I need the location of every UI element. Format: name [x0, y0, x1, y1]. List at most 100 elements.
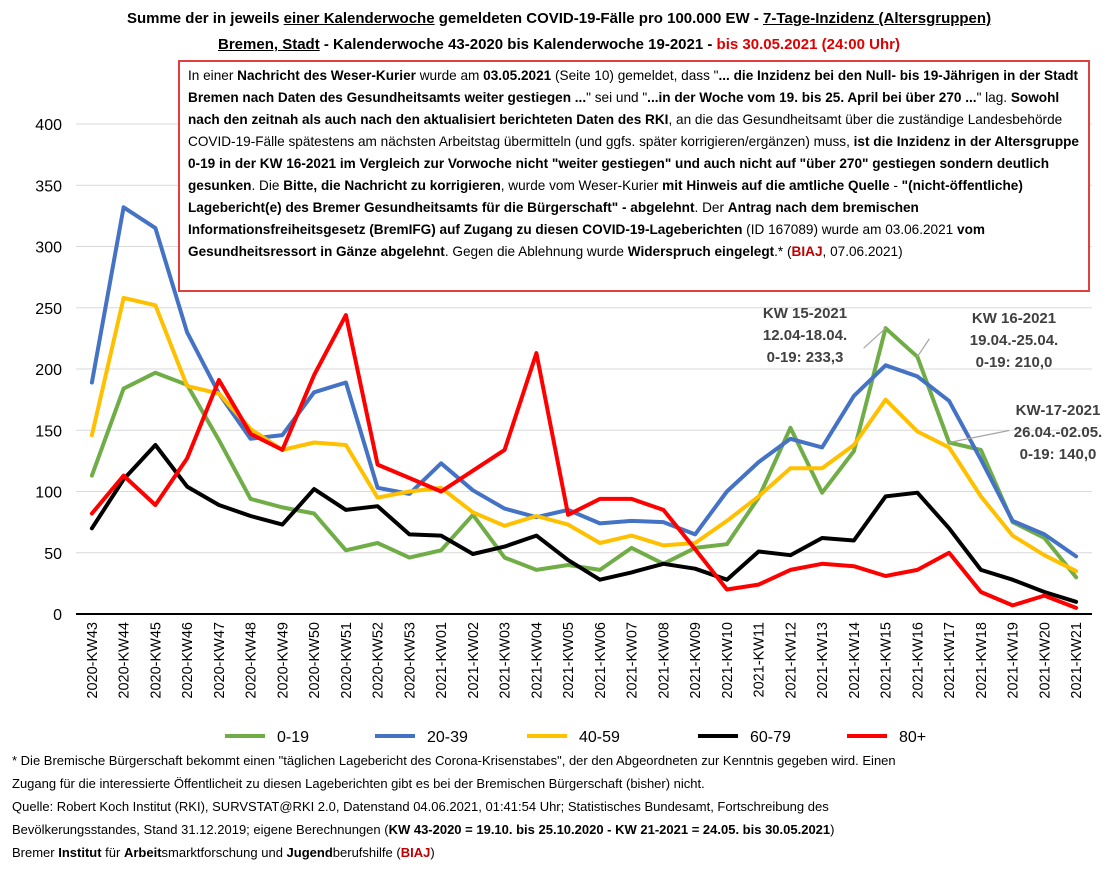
data-point	[376, 496, 380, 500]
y-tick-label: 200	[35, 362, 62, 379]
data-point	[979, 568, 983, 572]
data-point	[312, 373, 316, 377]
x-tick-label: 2020-KW51	[339, 622, 355, 699]
data-point	[471, 469, 475, 473]
note-text: vom Gesundheitsressort in Gänze abgelehn…	[188, 222, 985, 259]
note-text: BIAJ	[791, 244, 823, 259]
x-tick-label: 2020-KW47	[212, 622, 228, 699]
data-point	[503, 524, 507, 528]
data-point	[407, 532, 411, 536]
data-point	[947, 551, 951, 555]
data-point	[1042, 532, 1046, 536]
x-tick-label: 2021-KW09	[688, 622, 704, 699]
publisher-text: Jugend	[286, 845, 333, 860]
y-tick-label: 50	[44, 546, 62, 563]
data-point	[693, 547, 697, 551]
data-point	[1074, 554, 1078, 558]
x-tick-label: 2021-KW03	[498, 622, 514, 699]
x-tick-label: 2021-KW04	[529, 622, 545, 699]
data-point	[280, 505, 284, 509]
data-point	[153, 226, 157, 230]
data-point	[1074, 600, 1078, 604]
data-point	[566, 523, 570, 527]
note-text: Nachricht des Weser-Kurier	[237, 68, 416, 83]
data-point	[1042, 590, 1046, 594]
data-point	[503, 545, 507, 549]
data-point	[884, 494, 888, 498]
note-text: . Der	[694, 200, 728, 215]
data-point	[312, 441, 316, 444]
publisher-line: Bremer Institut für Arbeitsmarktforschun…	[12, 843, 1112, 863]
legend-label: 80+	[899, 729, 926, 746]
series-line-80+	[89, 313, 1079, 610]
data-point	[90, 380, 94, 384]
data-point	[1011, 578, 1015, 582]
y-tick-label: 300	[35, 240, 62, 257]
x-tick-label: 2021-KW13	[815, 622, 831, 699]
note-text: Widerspruch eingelegt	[627, 244, 775, 259]
x-tick-label: 2020-KW48	[244, 622, 260, 699]
data-point	[852, 443, 856, 447]
legend-label: 0-19	[277, 729, 309, 746]
data-point	[153, 443, 157, 447]
data-point	[852, 449, 856, 453]
annotation-label: 12.04-18.04.	[763, 327, 847, 344]
note-text: " sei und "	[586, 90, 648, 105]
note-text: (ID 167089) wurde am 03.06.2021	[742, 222, 958, 237]
data-point	[344, 313, 348, 317]
data-point	[693, 532, 697, 536]
note-text: "(nicht-öffentliche) Lagebericht(e) des …	[188, 178, 1023, 215]
data-point	[1011, 519, 1015, 523]
data-point	[249, 514, 253, 518]
data-point	[185, 456, 189, 460]
data-point	[598, 497, 602, 501]
data-point	[725, 578, 729, 582]
title-text: Bremen, Stadt	[218, 36, 320, 53]
data-point	[725, 519, 729, 523]
data-point	[757, 583, 761, 587]
data-point	[630, 497, 634, 501]
note-text: Antrag nach dem bremischen Informationsf…	[188, 200, 919, 237]
data-point	[1011, 603, 1015, 607]
data-point	[185, 384, 189, 388]
data-point	[757, 460, 761, 464]
data-point	[979, 494, 983, 498]
data-point	[185, 485, 189, 489]
data-point	[788, 568, 792, 572]
footnote-1: * Die Bremische Bürgerschaft bekommt ein…	[12, 753, 896, 768]
data-point	[915, 568, 919, 572]
data-point	[788, 437, 792, 441]
y-tick-label: 350	[35, 178, 62, 195]
data-point	[1042, 594, 1046, 598]
note-text: mit Hinweis auf die amtliche Quelle	[662, 178, 890, 193]
data-point	[788, 426, 792, 430]
data-point	[598, 568, 602, 572]
x-tick-label: 2021-KW10	[720, 622, 736, 699]
data-point	[1042, 553, 1046, 557]
data-point	[725, 490, 729, 493]
series-line-0-19	[89, 326, 1079, 580]
data-point	[979, 590, 983, 594]
data-point	[947, 445, 951, 449]
annotation-label: 0-19: 140,0	[1020, 446, 1097, 463]
data-point	[661, 508, 665, 512]
data-point	[217, 438, 221, 442]
publisher-text: BIAJ	[400, 845, 431, 860]
data-point	[757, 550, 761, 554]
data-point	[598, 521, 602, 525]
annotation-leader-line	[949, 429, 1010, 444]
x-tick-label: 2020-KW50	[307, 622, 323, 699]
data-point	[598, 541, 602, 545]
data-point	[661, 520, 665, 524]
data-point	[630, 534, 634, 538]
data-point	[788, 466, 792, 470]
y-tick-label: 100	[35, 485, 62, 502]
data-point	[661, 543, 665, 547]
x-tick-label: 2021-KW08	[656, 622, 672, 699]
series-line-40-59	[89, 295, 1079, 574]
source-line-2: Bevölkerungsstandes, Stand 31.12.2019; e…	[12, 820, 1112, 840]
data-point	[884, 363, 888, 367]
publisher-text: Arbeit	[123, 845, 162, 860]
data-point	[153, 303, 157, 307]
